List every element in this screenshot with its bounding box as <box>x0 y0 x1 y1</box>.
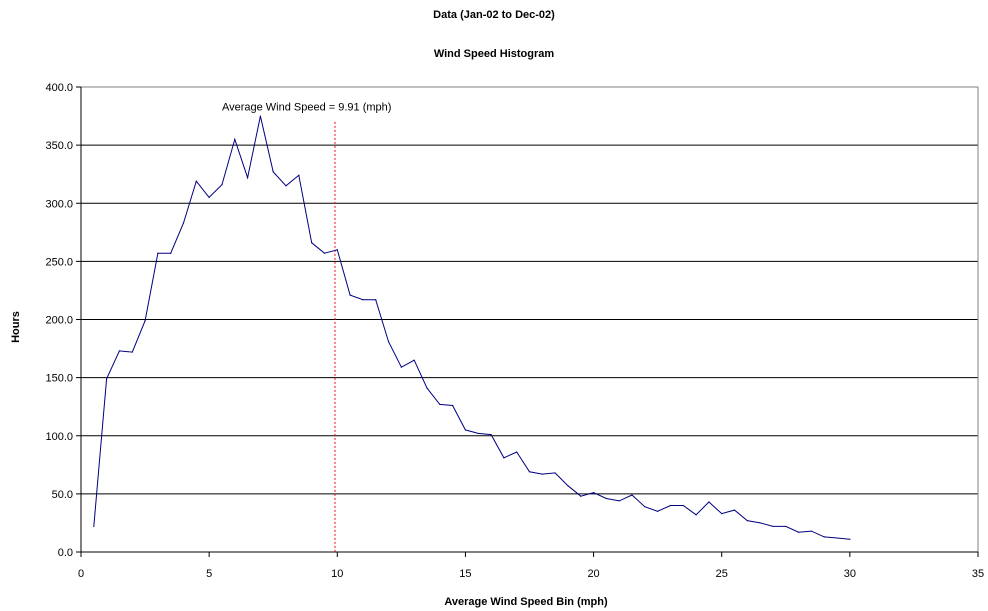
x-tick-label: 15 <box>459 568 471 580</box>
data-point <box>452 404 454 407</box>
chart-subtitle: Wind Speed Histogram <box>433 48 555 60</box>
data-point <box>285 185 287 187</box>
data-point <box>785 525 787 528</box>
data-point <box>246 177 249 179</box>
data-point <box>644 506 646 508</box>
data-point <box>823 536 825 538</box>
data-point <box>490 433 492 436</box>
data-point <box>849 538 851 540</box>
data-point <box>592 492 595 494</box>
data-point <box>759 522 761 524</box>
data-point <box>464 429 467 431</box>
series-group: Average Wind Speed = 9.91 (mph) <box>93 101 851 552</box>
data-point <box>362 299 364 301</box>
data-point <box>605 497 607 500</box>
data-point <box>772 525 774 528</box>
y-tick-label: 100.0 <box>45 431 73 443</box>
data-point <box>631 494 633 496</box>
data-point <box>503 457 505 459</box>
data-point <box>298 174 300 176</box>
data-point <box>170 252 172 254</box>
x-tick-label: 20 <box>587 568 599 580</box>
data-point <box>682 504 684 507</box>
data-point <box>798 531 800 533</box>
gridlines <box>81 86 978 495</box>
y-tick-label: 200.0 <box>45 315 73 327</box>
data-point <box>221 184 223 186</box>
data-point <box>272 171 274 173</box>
y-axis-label: Hours <box>10 311 22 343</box>
data-point <box>708 501 710 503</box>
data-point <box>439 403 441 405</box>
y-axis-ticks: 0.0 50.0 100.0 150.0 200.0 250.0 300.0 350.0 400… <box>45 82 81 559</box>
data-point <box>477 432 479 435</box>
series-line <box>93 115 850 540</box>
data-point <box>554 472 556 474</box>
y-tick-label: 350.0 <box>45 140 73 152</box>
data-point <box>541 473 543 475</box>
data-point <box>836 537 838 539</box>
x-axis-ticks: 0 5 10 15 20 25 30 35 <box>78 552 984 580</box>
data-point <box>195 180 197 182</box>
x-tick-label: 35 <box>972 568 984 580</box>
data-point <box>528 471 531 473</box>
data-point <box>516 451 518 453</box>
data-point <box>618 500 620 502</box>
data-point <box>311 242 313 244</box>
data-point <box>400 366 402 368</box>
x-axis-label: Average Wind Speed Bin (mph) <box>444 596 608 608</box>
data-point <box>580 495 582 497</box>
data-point <box>657 510 659 512</box>
x-tick-label: 5 <box>206 568 212 580</box>
data-point <box>721 513 723 515</box>
x-tick-label: 0 <box>78 568 84 580</box>
y-tick-label: 50.0 <box>52 489 73 501</box>
data-point <box>336 249 338 251</box>
y-tick-label: 300.0 <box>45 198 73 210</box>
data-point <box>349 294 351 296</box>
data-point <box>746 520 748 522</box>
data-point <box>567 485 569 487</box>
y-tick-label: 250.0 <box>45 256 73 268</box>
average-wind-speed-annotation: Average Wind Speed = 9.91 (mph) <box>222 101 391 113</box>
data-point <box>810 530 813 532</box>
data-point <box>259 115 261 117</box>
x-tick-label: 30 <box>844 568 856 580</box>
data-point <box>208 196 210 199</box>
data-point <box>387 340 390 343</box>
data-point <box>118 350 121 352</box>
chart-title: Data (Jan-02 to Dec-02) <box>433 9 555 21</box>
data-point <box>106 378 108 380</box>
data-point <box>234 138 236 140</box>
data-point <box>157 252 159 254</box>
data-point <box>733 509 736 511</box>
data-point <box>131 351 133 353</box>
data-point <box>323 252 326 254</box>
y-tick-label: 0.0 <box>58 547 73 559</box>
data-point <box>182 222 185 224</box>
data-point <box>375 299 377 301</box>
data-point <box>426 387 428 389</box>
y-tick-label: 150.0 <box>45 373 73 385</box>
x-tick-label: 25 <box>716 568 728 580</box>
data-point <box>93 525 95 528</box>
data-point <box>695 514 697 516</box>
y-tick-label: 400.0 <box>45 82 73 94</box>
data-point <box>413 359 415 361</box>
x-tick-label: 10 <box>331 568 343 580</box>
data-point <box>669 504 672 507</box>
data-point <box>144 320 146 322</box>
